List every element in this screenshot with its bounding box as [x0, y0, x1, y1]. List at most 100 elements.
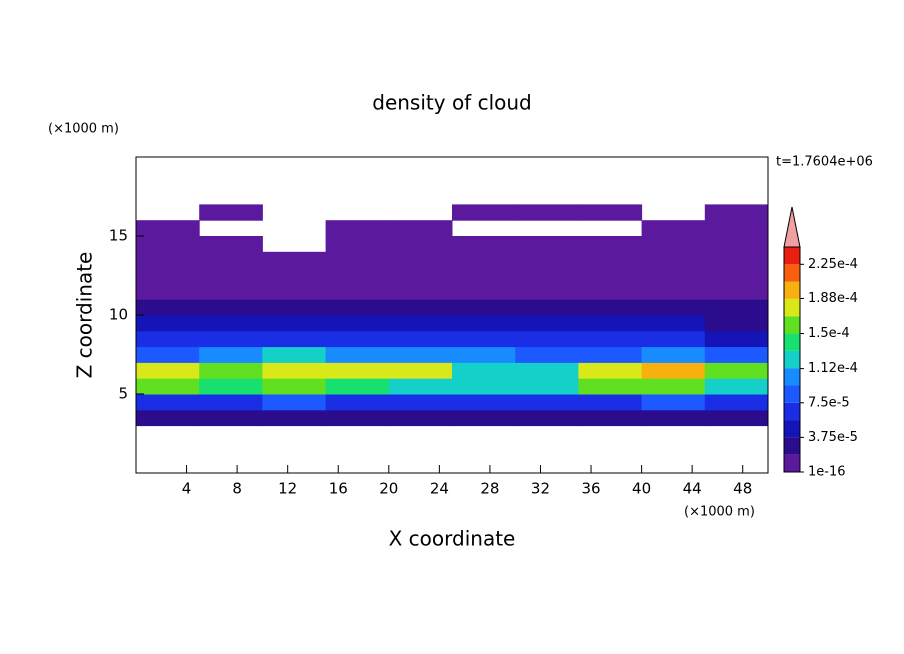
- contour-cell: [578, 299, 643, 316]
- contour-cell: [136, 251, 200, 269]
- contour-cell: [452, 346, 516, 363]
- chart-title: density of cloud: [372, 91, 531, 115]
- contour-cell: [136, 283, 200, 300]
- contour-cell: [641, 394, 706, 411]
- x-axis-label: X coordinate: [389, 527, 516, 551]
- contour-cell: [578, 409, 643, 427]
- contour-cell: [515, 346, 579, 363]
- contour-cell: [515, 330, 579, 348]
- contour-cell: [578, 330, 643, 348]
- contour-cell: [515, 299, 579, 316]
- contour-cell: [452, 315, 516, 332]
- contour-cell: [325, 346, 390, 363]
- contour-cell: [578, 267, 643, 284]
- contour-cell: [578, 378, 643, 395]
- contour-cell: [388, 220, 453, 237]
- colorbar-band: [784, 420, 800, 438]
- contour-cell: [452, 378, 516, 395]
- contour-cell: [641, 251, 706, 269]
- contour-cell: [704, 362, 769, 379]
- contour-cell: [641, 283, 706, 300]
- x-tick-label: 36: [581, 480, 600, 498]
- contour-cell: [704, 283, 769, 300]
- colorbar-frame: [783, 246, 801, 473]
- contour-cell: [136, 236, 200, 253]
- x-tick-label: 16: [329, 480, 348, 498]
- contour-cell: [515, 362, 579, 379]
- contour-cell: [704, 236, 769, 253]
- contour-cell: [515, 283, 579, 300]
- contour-cell: [641, 220, 706, 237]
- contour-cell: [325, 220, 390, 237]
- colorbar-band: [784, 333, 800, 351]
- contour-cell: [704, 394, 769, 411]
- colorbar-band: [784, 368, 800, 386]
- contour-cell: [262, 409, 327, 427]
- colorbar-tick-label: 3.75e-5: [808, 430, 858, 445]
- colorbar-band: [784, 350, 800, 369]
- contour-cell: [388, 330, 453, 348]
- contour-cell: [515, 236, 579, 253]
- contour-cell: [199, 251, 263, 269]
- contour-cell: [515, 251, 579, 269]
- contour-cell: [452, 394, 516, 411]
- contour-cell: [262, 283, 327, 300]
- contour-cell: [452, 236, 516, 253]
- colorbar-band: [784, 247, 800, 265]
- colorbar-band: [784, 316, 800, 334]
- contour-cell: [515, 267, 579, 284]
- contour-cell: [262, 251, 327, 269]
- colorbar-tick-label: 1e-16: [808, 465, 846, 480]
- contour-cell: [388, 236, 453, 253]
- contour-cell: [325, 409, 390, 427]
- x-tick-label: 8: [232, 480, 242, 498]
- contour-cell: [704, 267, 769, 284]
- contour-cell: [704, 378, 769, 395]
- contour-cell: [388, 315, 453, 332]
- y-tick-label: 10: [109, 306, 128, 324]
- x-tick-label: 32: [531, 480, 550, 498]
- contour-cell: [388, 283, 453, 300]
- contour-cell: [515, 378, 579, 395]
- contour-cell: [262, 362, 327, 379]
- x-tick-label: 4: [182, 480, 192, 498]
- contour-cell: [452, 362, 516, 379]
- contour-cell: [515, 394, 579, 411]
- contour-cell: [325, 299, 390, 316]
- contour-cell: [452, 204, 516, 221]
- y-tick-label: 5: [118, 385, 128, 403]
- contour-cell: [199, 409, 263, 427]
- contour-cell: [388, 267, 453, 284]
- contour-cell: [578, 251, 643, 269]
- x-tick-label: 48: [733, 480, 752, 498]
- colorbar-band: [784, 402, 800, 421]
- x-tick-label: 12: [278, 480, 297, 498]
- colorbar-extend: [783, 206, 801, 248]
- contour-cell: [704, 220, 769, 237]
- x-tick-label: 44: [683, 480, 702, 498]
- colorbar-band: [784, 264, 800, 282]
- contour-cell: [704, 330, 769, 348]
- contour-cell: [578, 315, 643, 332]
- contour-cell: [388, 409, 453, 427]
- contour-cell: [641, 409, 706, 427]
- contour-cell: [325, 394, 390, 411]
- x-tick-label: 28: [480, 480, 499, 498]
- contour-cell: [388, 378, 453, 395]
- contour-cell: [388, 362, 453, 379]
- contour-cell: [578, 236, 643, 253]
- contour-cell: [199, 378, 263, 395]
- contour-cell: [199, 362, 263, 379]
- contour-cell: [704, 346, 769, 363]
- colorbar-band: [784, 437, 800, 455]
- contour-cell: [388, 251, 453, 269]
- contour-cell: [704, 204, 769, 221]
- contour-cell: [641, 315, 706, 332]
- contour-cell: [325, 283, 390, 300]
- contour-cell: [325, 251, 390, 269]
- x-tick-label: 40: [632, 480, 651, 498]
- y-tick-label: 15: [109, 227, 128, 245]
- colorbar-band: [784, 281, 800, 299]
- contour-cell: [325, 267, 390, 284]
